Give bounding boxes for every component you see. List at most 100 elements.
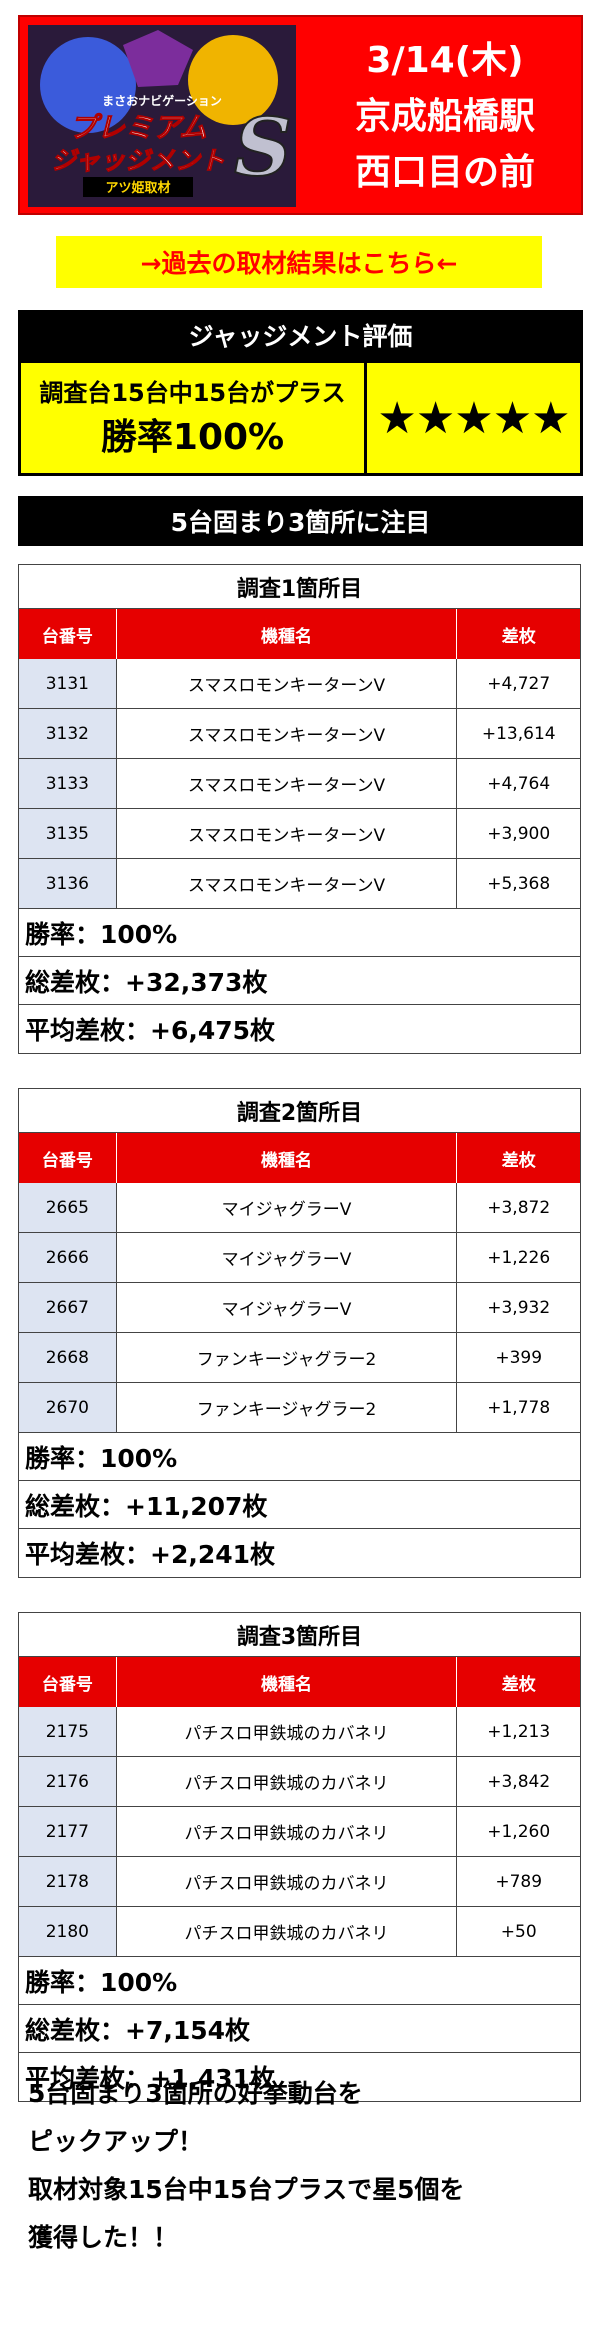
machine-no: 3136 xyxy=(19,859,117,908)
judgment-summary: 調査台15台中15台がプラス xyxy=(39,379,346,407)
survey-win-rate: 勝率：100% xyxy=(19,1957,580,2005)
coin-diff: +4,727 xyxy=(487,673,551,694)
survey-win-rate: 勝率：100% xyxy=(19,1433,580,1481)
table-row: 2666 マイジャグラーV +1,226 xyxy=(19,1233,580,1283)
table-row: 2178 パチスロ甲鉄城のカバネリ +789 xyxy=(19,1857,580,1907)
summary-text: 5台固まり3箇所の好挙動台を ピックアップ！ 取材対象15台中15台プラスで星5… xyxy=(28,2070,588,2262)
col-diff: 差枚 xyxy=(501,1674,536,1695)
survey-title: 調査3箇所目 xyxy=(19,1613,580,1657)
machine-no: 2177 xyxy=(19,1807,117,1856)
judgment-box: 調査台15台中15台がプラス 勝率100% ★★★★★ xyxy=(18,360,583,476)
summary-line: 5台固まり3箇所の好挙動台を xyxy=(28,2079,363,2108)
table-row: 3133 スマスロモンキーターンV +4,764 xyxy=(19,759,580,809)
model-name: パチスロ甲鉄城のカバネリ xyxy=(117,1857,458,1906)
col-model: 機種名 xyxy=(117,1657,458,1707)
machine-no: 3135 xyxy=(19,809,117,858)
summary-line: 取材対象15台中15台プラスで星5個を xyxy=(28,2175,465,2204)
table-row: 2177 パチスロ甲鉄城のカバネリ +1,260 xyxy=(19,1807,580,1857)
coin-diff: +1,260 xyxy=(487,1821,551,1842)
star-rating: ★★★★★ xyxy=(367,363,580,473)
table-row: 2175 パチスロ甲鉄城のカバネリ +1,213 xyxy=(19,1707,580,1757)
model-name: スマスロモンキーターンV xyxy=(117,709,458,758)
summary-line: ピックアップ！ xyxy=(28,2127,204,2156)
premium-judgment-logo: まさおナビゲーション プレミアム ジャッジメント S アツ姫取材 xyxy=(28,25,296,207)
coin-diff: +5,368 xyxy=(487,873,551,894)
col-model: 機種名 xyxy=(117,1133,458,1183)
col-diff: 差枚 xyxy=(501,626,536,647)
header-info: 3/14(木) 京成船橋駅 西口目の前 xyxy=(305,17,585,217)
svg-text:プレミアム: プレミアム xyxy=(69,111,207,144)
table-row: 2670 ファンキージャグラー2 +1,778 xyxy=(19,1383,580,1433)
model-name: マイジャグラーV xyxy=(117,1233,458,1282)
header-banner: まさおナビゲーション プレミアム ジャッジメント S アツ姫取材 3/14(木)… xyxy=(18,15,583,215)
model-name: スマスロモンキーターンV xyxy=(117,859,458,908)
col-machine-no: 台番号 xyxy=(19,1133,117,1183)
svg-text:アツ姫取材: アツ姫取材 xyxy=(105,180,170,196)
survey-average-diff: 平均差枚：+2,241枚 xyxy=(25,1540,276,1569)
coin-diff: +3,932 xyxy=(487,1297,551,1318)
model-name: パチスロ甲鉄城のカバネリ xyxy=(117,1807,458,1856)
survey-block-2: 調査2箇所目 台番号 機種名 差枚 2665 マイジャグラーV +3,872 266… xyxy=(18,1088,581,1578)
event-date: 3/14(木) xyxy=(366,40,524,81)
machine-no: 2176 xyxy=(19,1757,117,1806)
col-diff: 差枚 xyxy=(501,1150,536,1171)
model-name: スマスロモンキーターンV xyxy=(117,759,458,808)
machine-no: 3133 xyxy=(19,759,117,808)
table-header: 台番号 機種名 差枚 xyxy=(19,1133,580,1183)
machine-no: 3132 xyxy=(19,709,117,758)
model-name: マイジャグラーV xyxy=(117,1183,458,1232)
station-name: 京成船橋駅 xyxy=(354,96,535,137)
machine-no: 2178 xyxy=(19,1857,117,1906)
survey-title: 調査2箇所目 xyxy=(19,1089,580,1133)
table-row: 3135 スマスロモンキーターンV +3,900 xyxy=(19,809,580,859)
machine-no: 2667 xyxy=(19,1283,117,1332)
machine-no: 2668 xyxy=(19,1333,117,1382)
survey-total-diff: 総差枚：+7,154枚 xyxy=(19,2005,580,2053)
summary-line: 獲得した！！ xyxy=(28,2223,179,2252)
model-name: スマスロモンキーターンV xyxy=(117,809,458,858)
model-name: パチスロ甲鉄城のカバネリ xyxy=(117,1707,458,1756)
table-row: 3131 スマスロモンキーターンV +4,727 xyxy=(19,659,580,709)
coin-diff: +4,764 xyxy=(487,773,551,794)
survey-total-diff: 総差枚：+11,207枚 xyxy=(19,1481,580,1529)
machine-no: 2665 xyxy=(19,1183,117,1232)
table-row: 2668 ファンキージャグラー2 +399 xyxy=(19,1333,580,1383)
col-model: 機種名 xyxy=(117,609,458,659)
model-name: ファンキージャグラー2 xyxy=(117,1333,458,1382)
col-machine-no: 台番号 xyxy=(19,609,117,659)
coin-diff: +1,778 xyxy=(487,1397,551,1418)
survey-title: 調査1箇所目 xyxy=(19,565,580,609)
survey-win-rate: 勝率：100% xyxy=(19,909,580,957)
coin-diff: +1,213 xyxy=(487,1721,551,1742)
past-results-link[interactable]: →過去の取材結果はこちら← xyxy=(56,236,542,288)
table-row: 3132 スマスロモンキーターンV +13,614 xyxy=(19,709,580,759)
table-header: 台番号 機種名 差枚 xyxy=(19,609,580,659)
machine-no: 3131 xyxy=(19,659,117,708)
survey-average-diff: 平均差枚：+6,475枚 xyxy=(25,1016,276,1045)
table-row: 2180 パチスロ甲鉄城のカバネリ +50 xyxy=(19,1907,580,1957)
judgment-title: ジャッジメント評価 xyxy=(18,310,583,360)
coin-diff: +1,226 xyxy=(487,1247,551,1268)
table-row: 2665 マイジャグラーV +3,872 xyxy=(19,1183,580,1233)
machine-no: 2666 xyxy=(19,1233,117,1282)
machine-no: 2175 xyxy=(19,1707,117,1756)
coin-diff: +399 xyxy=(495,1347,543,1368)
survey-block-3: 調査3箇所目 台番号 機種名 差枚 2175 パチスロ甲鉄城のカバネリ +1,213… xyxy=(18,1612,581,2102)
focus-heading: 5台固まり3箇所に注目 xyxy=(18,496,583,546)
coin-diff: +3,872 xyxy=(487,1197,551,1218)
table-row: 2176 パチスロ甲鉄城のカバネリ +3,842 xyxy=(19,1757,580,1807)
table-row: 2667 マイジャグラーV +3,932 xyxy=(19,1283,580,1333)
model-name: マイジャグラーV xyxy=(117,1283,458,1332)
svg-text:S: S xyxy=(234,100,292,194)
svg-text:ジャッジメント: ジャッジメント xyxy=(51,146,225,175)
survey-block-1: 調査1箇所目 台番号 機種名 差枚 3131 スマスロモンキーターンV +4,727… xyxy=(18,564,581,1054)
coin-diff: +3,842 xyxy=(487,1771,551,1792)
coin-diff: +13,614 xyxy=(481,723,556,744)
col-machine-no: 台番号 xyxy=(19,1657,117,1707)
model-name: ファンキージャグラー2 xyxy=(117,1383,458,1432)
table-header: 台番号 機種名 差枚 xyxy=(19,1657,580,1707)
model-name: スマスロモンキーターンV xyxy=(117,659,458,708)
svg-text:まさおナビゲーション: まさおナビゲーション xyxy=(102,93,222,108)
coin-diff: +50 xyxy=(500,1921,537,1942)
store-location: 西口目の前 xyxy=(354,152,535,193)
